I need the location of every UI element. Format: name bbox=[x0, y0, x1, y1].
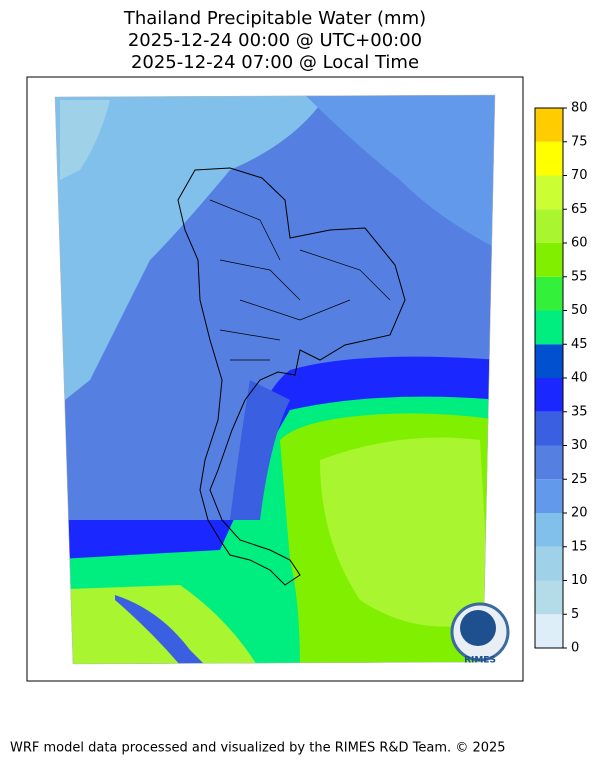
title-line: 2025-12-24 07:00 @ Local Time bbox=[131, 52, 419, 73]
colorbar-segment bbox=[535, 310, 563, 345]
field bbox=[230, 380, 290, 520]
logo-inner bbox=[460, 610, 496, 646]
colorbar-segment bbox=[535, 209, 563, 243]
title: Thailand Precipitable Water (mm) 2025-12… bbox=[123, 8, 426, 73]
colorbar-segment bbox=[535, 243, 563, 277]
province-borders bbox=[209, 199, 391, 361]
field bbox=[55, 95, 330, 420]
colorbar-tick-label: 15 bbox=[571, 539, 588, 554]
colorbar-segment bbox=[535, 108, 563, 142]
colorbar-segment bbox=[535, 175, 563, 210]
footer: WRF model data processed and visualized … bbox=[10, 741, 506, 756]
logo-text: RIMES bbox=[464, 656, 496, 666]
colorbar-tick-label: 65 bbox=[571, 202, 588, 217]
field bbox=[60, 100, 110, 180]
colorbar-tick-label: 75 bbox=[571, 134, 588, 149]
colorbar-tick-label: 40 bbox=[571, 371, 588, 386]
colorbar-tick-label: 30 bbox=[571, 438, 588, 453]
colorbar-segment bbox=[535, 378, 563, 412]
colorbar-segment bbox=[535, 276, 563, 311]
colorbar-tick-label: 55 bbox=[571, 269, 588, 284]
colorbar-segment bbox=[535, 344, 563, 378]
colorbar-tick-label: 70 bbox=[571, 168, 588, 183]
colorbar-tick-label: 45 bbox=[571, 337, 588, 352]
colorbar-segment bbox=[535, 580, 563, 615]
colorbar-segment bbox=[535, 445, 563, 480]
colorbar-tick-label: 0 bbox=[571, 641, 579, 656]
colorbar-segment bbox=[535, 513, 563, 547]
country-outline bbox=[177, 167, 406, 586]
colorbar-segment bbox=[535, 411, 563, 446]
colorbar-tick-label: 5 bbox=[571, 607, 579, 622]
colorbar-segment bbox=[535, 141, 563, 176]
field bbox=[300, 95, 495, 250]
colorbar-tick-label: 80 bbox=[571, 101, 588, 116]
colorbar-tick-label: 60 bbox=[571, 236, 588, 251]
colorbar-segment bbox=[535, 479, 563, 513]
colorbar-tick-label: 20 bbox=[571, 506, 588, 521]
map-frame bbox=[26, 76, 524, 682]
colorbar-tick-label: 25 bbox=[571, 472, 588, 487]
colorbar-tick-label: 10 bbox=[571, 573, 588, 588]
colorbar-tick-label: 50 bbox=[571, 303, 588, 318]
colorbar-segment bbox=[535, 546, 563, 581]
title-line: Thailand Precipitable Water (mm) bbox=[123, 8, 426, 29]
colorbar-tick-label: 35 bbox=[571, 404, 588, 419]
field bbox=[320, 437, 490, 627]
title-line: 2025-12-24 00:00 @ UTC+00:00 bbox=[128, 30, 422, 51]
field bbox=[115, 595, 205, 664]
map: RIMES bbox=[26, 76, 524, 682]
colorbar-segment bbox=[535, 614, 563, 648]
colorbar: 0 5 10 15 20 25 30 35 40 45 50 55 60 65 70 75 80 bbox=[534, 101, 588, 656]
